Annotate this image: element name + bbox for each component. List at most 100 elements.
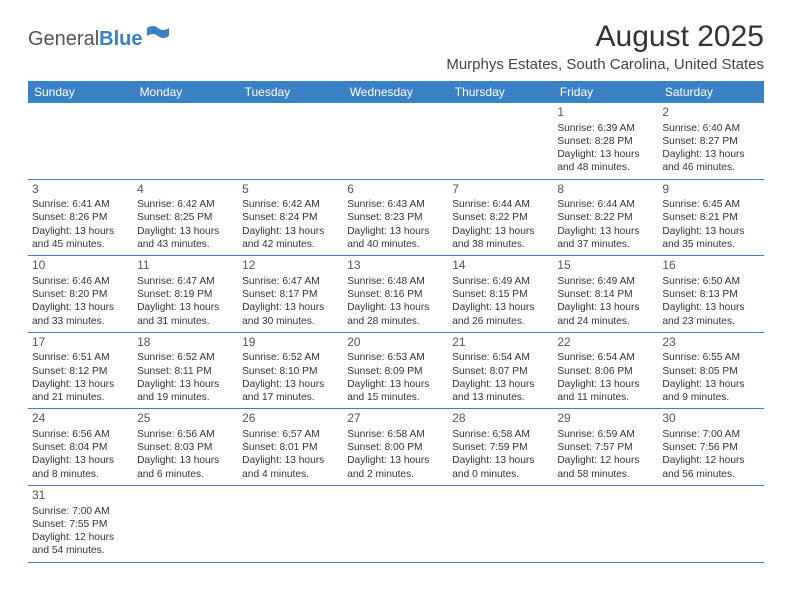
sunrise-line: Sunrise: 6:47 AM	[242, 275, 339, 288]
daylight-line: Daylight: 12 hours and 58 minutes.	[557, 454, 654, 481]
sunset-line: Sunset: 8:00 PM	[347, 441, 444, 454]
sunrise-line: Sunrise: 6:50 AM	[662, 275, 759, 288]
sunrise-line: Sunrise: 6:45 AM	[662, 198, 759, 211]
daylight-line: Daylight: 13 hours and 21 minutes.	[32, 378, 129, 405]
sunrise-line: Sunrise: 6:40 AM	[662, 122, 759, 135]
day-number: 7	[452, 182, 549, 198]
sunset-line: Sunset: 8:14 PM	[557, 288, 654, 301]
weekday-head: Wednesday	[343, 81, 448, 103]
calendar-cell	[343, 485, 448, 562]
calendar-cell	[448, 103, 553, 179]
sunset-line: Sunset: 8:22 PM	[452, 211, 549, 224]
calendar-cell	[658, 485, 763, 562]
daylight-line: Daylight: 13 hours and 33 minutes.	[32, 301, 129, 328]
calendar-cell: 23Sunrise: 6:55 AMSunset: 8:05 PMDayligh…	[658, 332, 763, 409]
calendar-cell	[238, 103, 343, 179]
daylight-line: Daylight: 13 hours and 15 minutes.	[347, 378, 444, 405]
calendar-cell: 28Sunrise: 6:58 AMSunset: 7:59 PMDayligh…	[448, 409, 553, 486]
day-number: 9	[662, 182, 759, 198]
daylight-line: Daylight: 13 hours and 37 minutes.	[557, 225, 654, 252]
day-number: 6	[347, 182, 444, 198]
daylight-line: Daylight: 13 hours and 17 minutes.	[242, 378, 339, 405]
day-number: 23	[662, 335, 759, 351]
sunset-line: Sunset: 8:17 PM	[242, 288, 339, 301]
sunrise-line: Sunrise: 6:55 AM	[662, 351, 759, 364]
sunrise-line: Sunrise: 6:54 AM	[557, 351, 654, 364]
daylight-line: Daylight: 13 hours and 45 minutes.	[32, 225, 129, 252]
calendar-cell: 3Sunrise: 6:41 AMSunset: 8:26 PMDaylight…	[28, 179, 133, 256]
daylight-line: Daylight: 13 hours and 28 minutes.	[347, 301, 444, 328]
sunset-line: Sunset: 8:25 PM	[137, 211, 234, 224]
day-number: 22	[557, 335, 654, 351]
weekday-head: Monday	[133, 81, 238, 103]
daylight-line: Daylight: 13 hours and 48 minutes.	[557, 148, 654, 175]
sunset-line: Sunset: 8:27 PM	[662, 135, 759, 148]
day-number: 3	[32, 182, 129, 198]
calendar-cell	[133, 485, 238, 562]
calendar-cell: 20Sunrise: 6:53 AMSunset: 8:09 PMDayligh…	[343, 332, 448, 409]
daylight-line: Daylight: 13 hours and 38 minutes.	[452, 225, 549, 252]
day-number: 29	[557, 411, 654, 427]
sunrise-line: Sunrise: 6:49 AM	[557, 275, 654, 288]
sunrise-line: Sunrise: 6:41 AM	[32, 198, 129, 211]
sunset-line: Sunset: 8:13 PM	[662, 288, 759, 301]
sunrise-line: Sunrise: 6:52 AM	[137, 351, 234, 364]
sunset-line: Sunset: 7:57 PM	[557, 441, 654, 454]
day-number: 24	[32, 411, 129, 427]
sunset-line: Sunset: 8:04 PM	[32, 441, 129, 454]
sunrise-line: Sunrise: 6:48 AM	[347, 275, 444, 288]
calendar-cell: 17Sunrise: 6:51 AMSunset: 8:12 PMDayligh…	[28, 332, 133, 409]
calendar-cell: 1Sunrise: 6:39 AMSunset: 8:28 PMDaylight…	[553, 103, 658, 179]
weekday-head: Saturday	[658, 81, 763, 103]
daylight-line: Daylight: 13 hours and 43 minutes.	[137, 225, 234, 252]
daylight-line: Daylight: 13 hours and 4 minutes.	[242, 454, 339, 481]
sunset-line: Sunset: 7:55 PM	[32, 518, 129, 531]
day-number: 30	[662, 411, 759, 427]
sunset-line: Sunset: 8:01 PM	[242, 441, 339, 454]
calendar-cell: 13Sunrise: 6:48 AMSunset: 8:16 PMDayligh…	[343, 256, 448, 333]
day-number: 8	[557, 182, 654, 198]
sunrise-line: Sunrise: 6:57 AM	[242, 428, 339, 441]
calendar-cell: 12Sunrise: 6:47 AMSunset: 8:17 PMDayligh…	[238, 256, 343, 333]
daylight-line: Daylight: 13 hours and 31 minutes.	[137, 301, 234, 328]
month-title: August 2025	[446, 20, 764, 54]
calendar-cell: 21Sunrise: 6:54 AMSunset: 8:07 PMDayligh…	[448, 332, 553, 409]
sunrise-line: Sunrise: 6:53 AM	[347, 351, 444, 364]
day-number: 31	[32, 488, 129, 504]
daylight-line: Daylight: 13 hours and 13 minutes.	[452, 378, 549, 405]
sunrise-line: Sunrise: 6:58 AM	[347, 428, 444, 441]
logo-text: GeneralBlue	[28, 28, 143, 51]
flag-icon	[147, 26, 169, 44]
sunset-line: Sunset: 8:19 PM	[137, 288, 234, 301]
daylight-line: Daylight: 13 hours and 42 minutes.	[242, 225, 339, 252]
day-number: 4	[137, 182, 234, 198]
location: Murphys Estates, South Carolina, United …	[446, 56, 764, 73]
day-number: 15	[557, 258, 654, 274]
calendar-cell: 19Sunrise: 6:52 AMSunset: 8:10 PMDayligh…	[238, 332, 343, 409]
calendar-cell: 30Sunrise: 7:00 AMSunset: 7:56 PMDayligh…	[658, 409, 763, 486]
sunset-line: Sunset: 7:59 PM	[452, 441, 549, 454]
calendar-cell	[448, 485, 553, 562]
weekday-row: Sunday Monday Tuesday Wednesday Thursday…	[28, 81, 764, 103]
daylight-line: Daylight: 13 hours and 46 minutes.	[662, 148, 759, 175]
sunset-line: Sunset: 8:07 PM	[452, 365, 549, 378]
sunset-line: Sunset: 8:16 PM	[347, 288, 444, 301]
sunrise-line: Sunrise: 6:39 AM	[557, 122, 654, 135]
calendar-cell: 22Sunrise: 6:54 AMSunset: 8:06 PMDayligh…	[553, 332, 658, 409]
calendar-row: 17Sunrise: 6:51 AMSunset: 8:12 PMDayligh…	[28, 332, 764, 409]
calendar-cell: 5Sunrise: 6:42 AMSunset: 8:24 PMDaylight…	[238, 179, 343, 256]
day-number: 5	[242, 182, 339, 198]
calendar-cell: 18Sunrise: 6:52 AMSunset: 8:11 PMDayligh…	[133, 332, 238, 409]
calendar-cell: 25Sunrise: 6:56 AMSunset: 8:03 PMDayligh…	[133, 409, 238, 486]
daylight-line: Daylight: 13 hours and 26 minutes.	[452, 301, 549, 328]
sunset-line: Sunset: 8:28 PM	[557, 135, 654, 148]
calendar-cell: 27Sunrise: 6:58 AMSunset: 8:00 PMDayligh…	[343, 409, 448, 486]
day-number: 18	[137, 335, 234, 351]
sunrise-line: Sunrise: 6:59 AM	[557, 428, 654, 441]
calendar-cell: 16Sunrise: 6:50 AMSunset: 8:13 PMDayligh…	[658, 256, 763, 333]
day-number: 14	[452, 258, 549, 274]
sunset-line: Sunset: 8:15 PM	[452, 288, 549, 301]
logo-text-gray: General	[28, 28, 99, 50]
daylight-line: Daylight: 12 hours and 54 minutes.	[32, 531, 129, 558]
sunset-line: Sunset: 8:24 PM	[242, 211, 339, 224]
